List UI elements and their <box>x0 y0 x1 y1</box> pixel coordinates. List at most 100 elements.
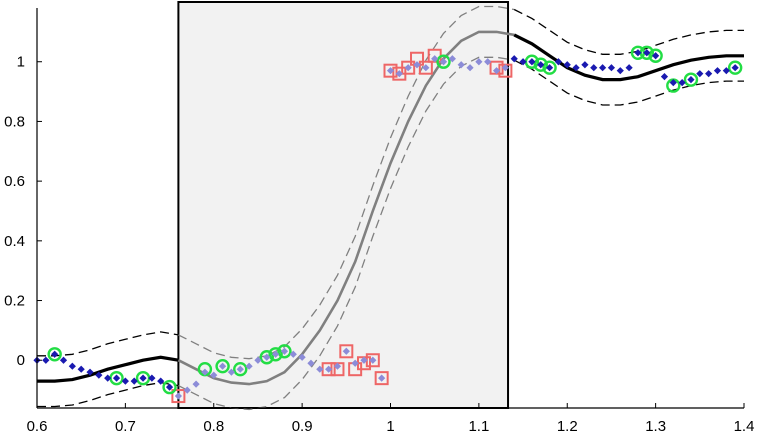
diamond-marker <box>386 67 395 75</box>
diamond-marker <box>722 67 730 75</box>
diamond-marker <box>413 61 421 69</box>
circle-marker <box>259 350 274 365</box>
diamond-marker <box>422 64 430 72</box>
diamond-marker <box>484 58 492 66</box>
square-marker <box>374 371 389 386</box>
diamond-marker <box>360 356 368 364</box>
circle-marker <box>533 57 548 72</box>
diamond-marker <box>457 61 465 69</box>
diamond-marker <box>669 79 677 87</box>
diamond-marker <box>581 61 589 69</box>
points-layer <box>33 45 743 404</box>
diamond-marker <box>652 52 660 60</box>
diamond-marker <box>395 70 403 78</box>
y-tick-label: 0.4 <box>4 233 25 250</box>
diamond-marker <box>51 350 59 358</box>
circle-marker <box>542 60 557 75</box>
x-tick-label: 1.2 <box>557 418 578 435</box>
highlight-region-layer <box>177 1 510 409</box>
diamond-marker <box>68 362 76 370</box>
diamond-marker <box>342 347 350 355</box>
diamond-marker <box>634 49 642 57</box>
diamond-marker <box>254 356 262 364</box>
diamond-marker <box>307 359 315 367</box>
diamond-marker <box>713 67 722 75</box>
diamond-marker <box>183 386 191 394</box>
upper-band-line-1 <box>178 5 515 360</box>
tick-labels-layer: 0.6 0.7 0.8 0.9 1 1.1 1.2 1.3 1.4 0 0.2 0.4 0.6 0.8 1 <box>4 54 754 435</box>
mean-curve-line-0 <box>37 355 179 383</box>
diamond-marker <box>112 374 121 382</box>
upper-band-line-0 <box>37 331 179 357</box>
diamond-marker <box>431 55 439 63</box>
circle-marker <box>47 347 62 362</box>
square-marker <box>401 60 416 75</box>
diamond-marker <box>599 64 607 72</box>
diamond-marker <box>227 368 236 376</box>
diamond-marker <box>501 64 509 72</box>
diamond-marker <box>280 347 289 355</box>
square-marker <box>171 389 186 404</box>
square-marker <box>339 344 354 359</box>
diamond-marker <box>528 58 536 66</box>
y-tick-label: 0.8 <box>4 113 25 130</box>
circle-marker <box>436 54 451 69</box>
diamond-marker <box>174 392 182 400</box>
circle-marker <box>683 72 699 87</box>
circle-marker <box>268 347 283 362</box>
highlight-region <box>177 1 510 409</box>
diamond-marker <box>705 70 713 78</box>
x-tick-label: 1.3 <box>645 418 666 435</box>
diamond-marker <box>298 353 306 361</box>
lower-band-line-0 <box>37 381 179 408</box>
diamond-marker <box>148 374 156 382</box>
x-tick-label: 0.9 <box>292 418 313 435</box>
diamond-marker <box>607 64 616 72</box>
y-tick-label: 0.2 <box>4 293 25 310</box>
diamond-marker <box>210 371 218 379</box>
diamond-marker <box>572 64 580 72</box>
diamond-marker <box>201 368 209 376</box>
diamond-marker <box>545 64 554 72</box>
diamond-marker <box>95 371 103 379</box>
circle-marker <box>648 48 663 63</box>
diamond-marker <box>448 55 456 63</box>
diamond-marker <box>510 55 518 63</box>
diamond-marker <box>466 64 474 72</box>
diamond-marker <box>678 79 686 87</box>
diamond-marker <box>563 61 571 69</box>
diamond-marker <box>272 350 280 358</box>
x-tick-label: 1.4 <box>734 418 755 435</box>
x-tick-label: 0.6 <box>27 418 48 435</box>
diamond-marker <box>316 365 324 373</box>
diamond-marker <box>643 49 651 57</box>
x-tick-label: 1.1 <box>468 418 489 435</box>
diamond-marker <box>130 377 138 385</box>
diamond-marker <box>351 359 359 367</box>
diamond-marker <box>660 73 669 81</box>
curves-layer <box>37 5 744 411</box>
diamond-marker <box>590 64 598 72</box>
diamond-marker <box>218 362 227 370</box>
diamond-marker <box>139 374 147 382</box>
x-tick-label: 0.8 <box>203 418 224 435</box>
square-marker <box>418 60 433 75</box>
diamond-marker <box>59 356 68 364</box>
mean-curve-line-2 <box>513 33 744 82</box>
diamond-marker <box>616 67 624 75</box>
y-tick-label: 0 <box>17 352 25 369</box>
diamond-marker <box>492 67 501 75</box>
diamond-marker <box>687 76 695 84</box>
diamond-marker <box>554 58 563 66</box>
square-marker <box>383 63 398 78</box>
diamond-marker <box>369 356 377 364</box>
diamond-marker <box>333 362 342 370</box>
x-tick-label: 1 <box>386 418 394 435</box>
upper-band-line-2 <box>513 8 744 55</box>
y-tick-label: 0.6 <box>4 173 25 190</box>
circle-marker <box>277 344 292 359</box>
diamond-marker <box>696 70 704 78</box>
diamond-marker <box>192 380 200 388</box>
diamond-marker <box>86 368 94 376</box>
